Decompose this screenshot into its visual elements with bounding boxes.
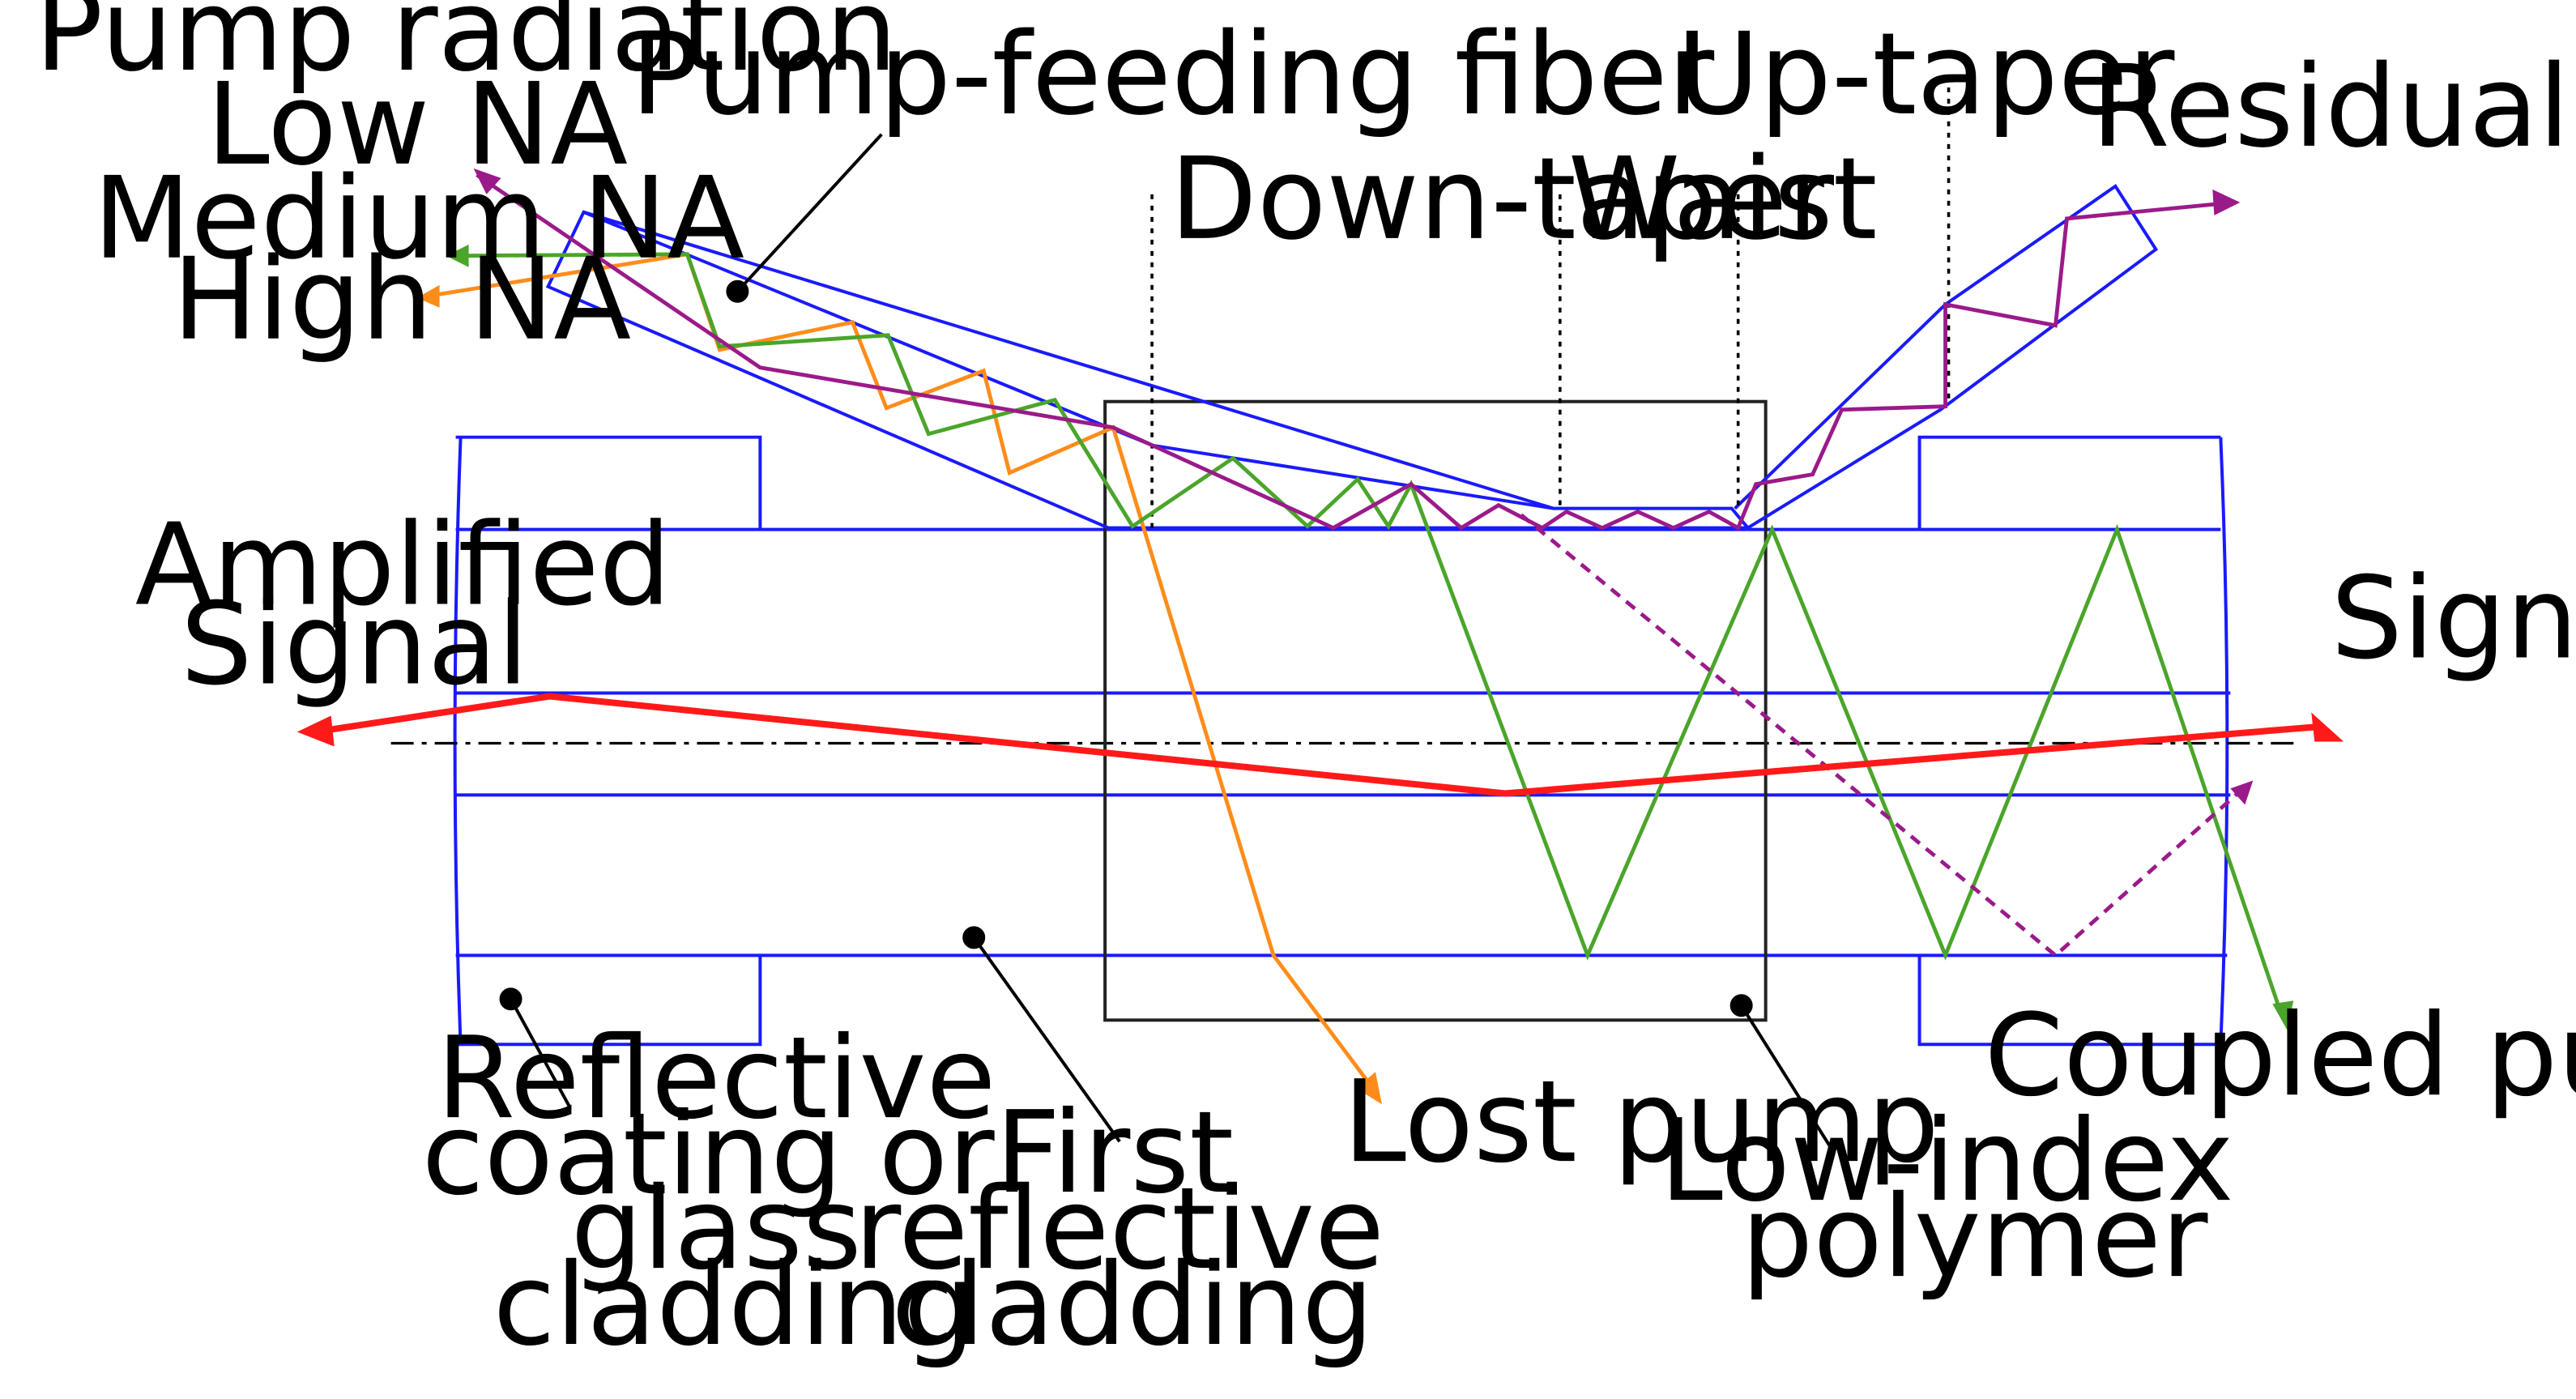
section-markers bbox=[1150, 75, 1951, 530]
leader-lines bbox=[499, 133, 1834, 1151]
label-high-na: High NA bbox=[173, 233, 631, 365]
label-signal: Signal bbox=[2331, 552, 2576, 685]
low-na-ray-dashed-path bbox=[1520, 513, 2246, 958]
label-first-cladding-line: cladding bbox=[891, 1239, 1373, 1371]
label-first-cladding-line: reflective bbox=[855, 1162, 1384, 1295]
label-low-index-line: Low-index bbox=[1660, 1094, 2234, 1226]
label-low-index-line: polymer bbox=[1742, 1171, 2208, 1303]
left-coating-block bbox=[453, 437, 463, 1045]
labels: Pump radiation Low NA Medium NA High NA … bbox=[35, 0, 2576, 1371]
coupled-pump-arrowhead bbox=[2272, 1000, 2294, 1030]
label-medium-na: Medium NA bbox=[93, 152, 744, 284]
label-pump-feeding-fiber: Pump-feeding fiber bbox=[630, 8, 1714, 140]
label-amplified-signal-2: Signal bbox=[181, 578, 529, 710]
label-reflective-coating-line: glass bbox=[571, 1162, 862, 1295]
label-waist: Waist bbox=[1568, 133, 1878, 265]
low-na-ray-start-arrow bbox=[473, 168, 501, 194]
signal-ray bbox=[296, 693, 2344, 797]
lost-pump-arrowhead bbox=[1355, 1072, 1382, 1105]
reflective-coating-leader bbox=[509, 998, 571, 1107]
label-up-taper: Up-taper bbox=[1677, 8, 2175, 140]
label-coupled-pump: Coupled pump bbox=[1985, 989, 2576, 1121]
label-reflective-coating-line: coating or bbox=[422, 1088, 996, 1220]
label-pump-radiation: Pump radiation bbox=[35, 0, 898, 96]
low-index-dot bbox=[1729, 994, 1753, 1017]
low-index-polymer-box bbox=[1103, 399, 1768, 1022]
medium-na-ray bbox=[446, 244, 2294, 1030]
medium-na-ray-path bbox=[452, 252, 2284, 1018]
low-na-ray-path bbox=[476, 173, 2234, 531]
right-coating-bottom-block bbox=[1917, 955, 2221, 1047]
label-first-reflective-cladding: First reflective cladding bbox=[855, 1086, 1421, 1371]
pump-fiber-leader bbox=[736, 133, 883, 293]
high-na-ray-start-arrow bbox=[416, 284, 440, 308]
pump-fiber-dot bbox=[726, 279, 749, 303]
medium-na-ray-start-arrow bbox=[446, 244, 469, 267]
left-coating-top-block bbox=[455, 435, 762, 530]
low-na-ray bbox=[473, 168, 2254, 958]
label-reflective-coating-line: cladding bbox=[493, 1239, 975, 1371]
right-coating-top-block bbox=[1917, 435, 2221, 530]
amplified-signal-arrowhead bbox=[296, 715, 335, 747]
signal-input-arrowhead bbox=[2311, 712, 2344, 742]
label-low-index-polymer: Low-index polymer bbox=[1660, 1094, 2270, 1303]
first-cladding-dot bbox=[962, 926, 986, 949]
high-na-ray bbox=[416, 252, 1382, 1105]
label-residual-pump: Residual pump bbox=[2091, 41, 2576, 173]
low-index-leader bbox=[1739, 1004, 1834, 1151]
residual-pump-arrowhead bbox=[2212, 189, 2241, 215]
right-coating-end bbox=[2219, 437, 2229, 1045]
label-reflective-coating: Reflective coating or glass cladding bbox=[422, 1012, 1032, 1371]
signal-ray-path bbox=[326, 693, 2315, 797]
left-coating-bottom-block bbox=[455, 955, 762, 1047]
high-na-ray-path bbox=[426, 252, 1380, 1098]
reflective-coating-dot bbox=[499, 987, 522, 1011]
label-amplified-signal-1: Amplified bbox=[135, 499, 672, 631]
residual-fiber-outline bbox=[1734, 184, 2159, 530]
label-low-na: Low NA bbox=[207, 58, 628, 190]
label-lost-pump: Lost pump bbox=[1343, 1056, 1939, 1188]
label-down-taper: Down-taper bbox=[1170, 133, 1834, 265]
low-na-dashed-arrowhead bbox=[2230, 780, 2254, 805]
first-cladding-leader bbox=[972, 936, 1121, 1143]
label-reflective-coating-line: Reflective bbox=[437, 1012, 996, 1144]
label-first-cladding-line: First bbox=[996, 1086, 1234, 1218]
